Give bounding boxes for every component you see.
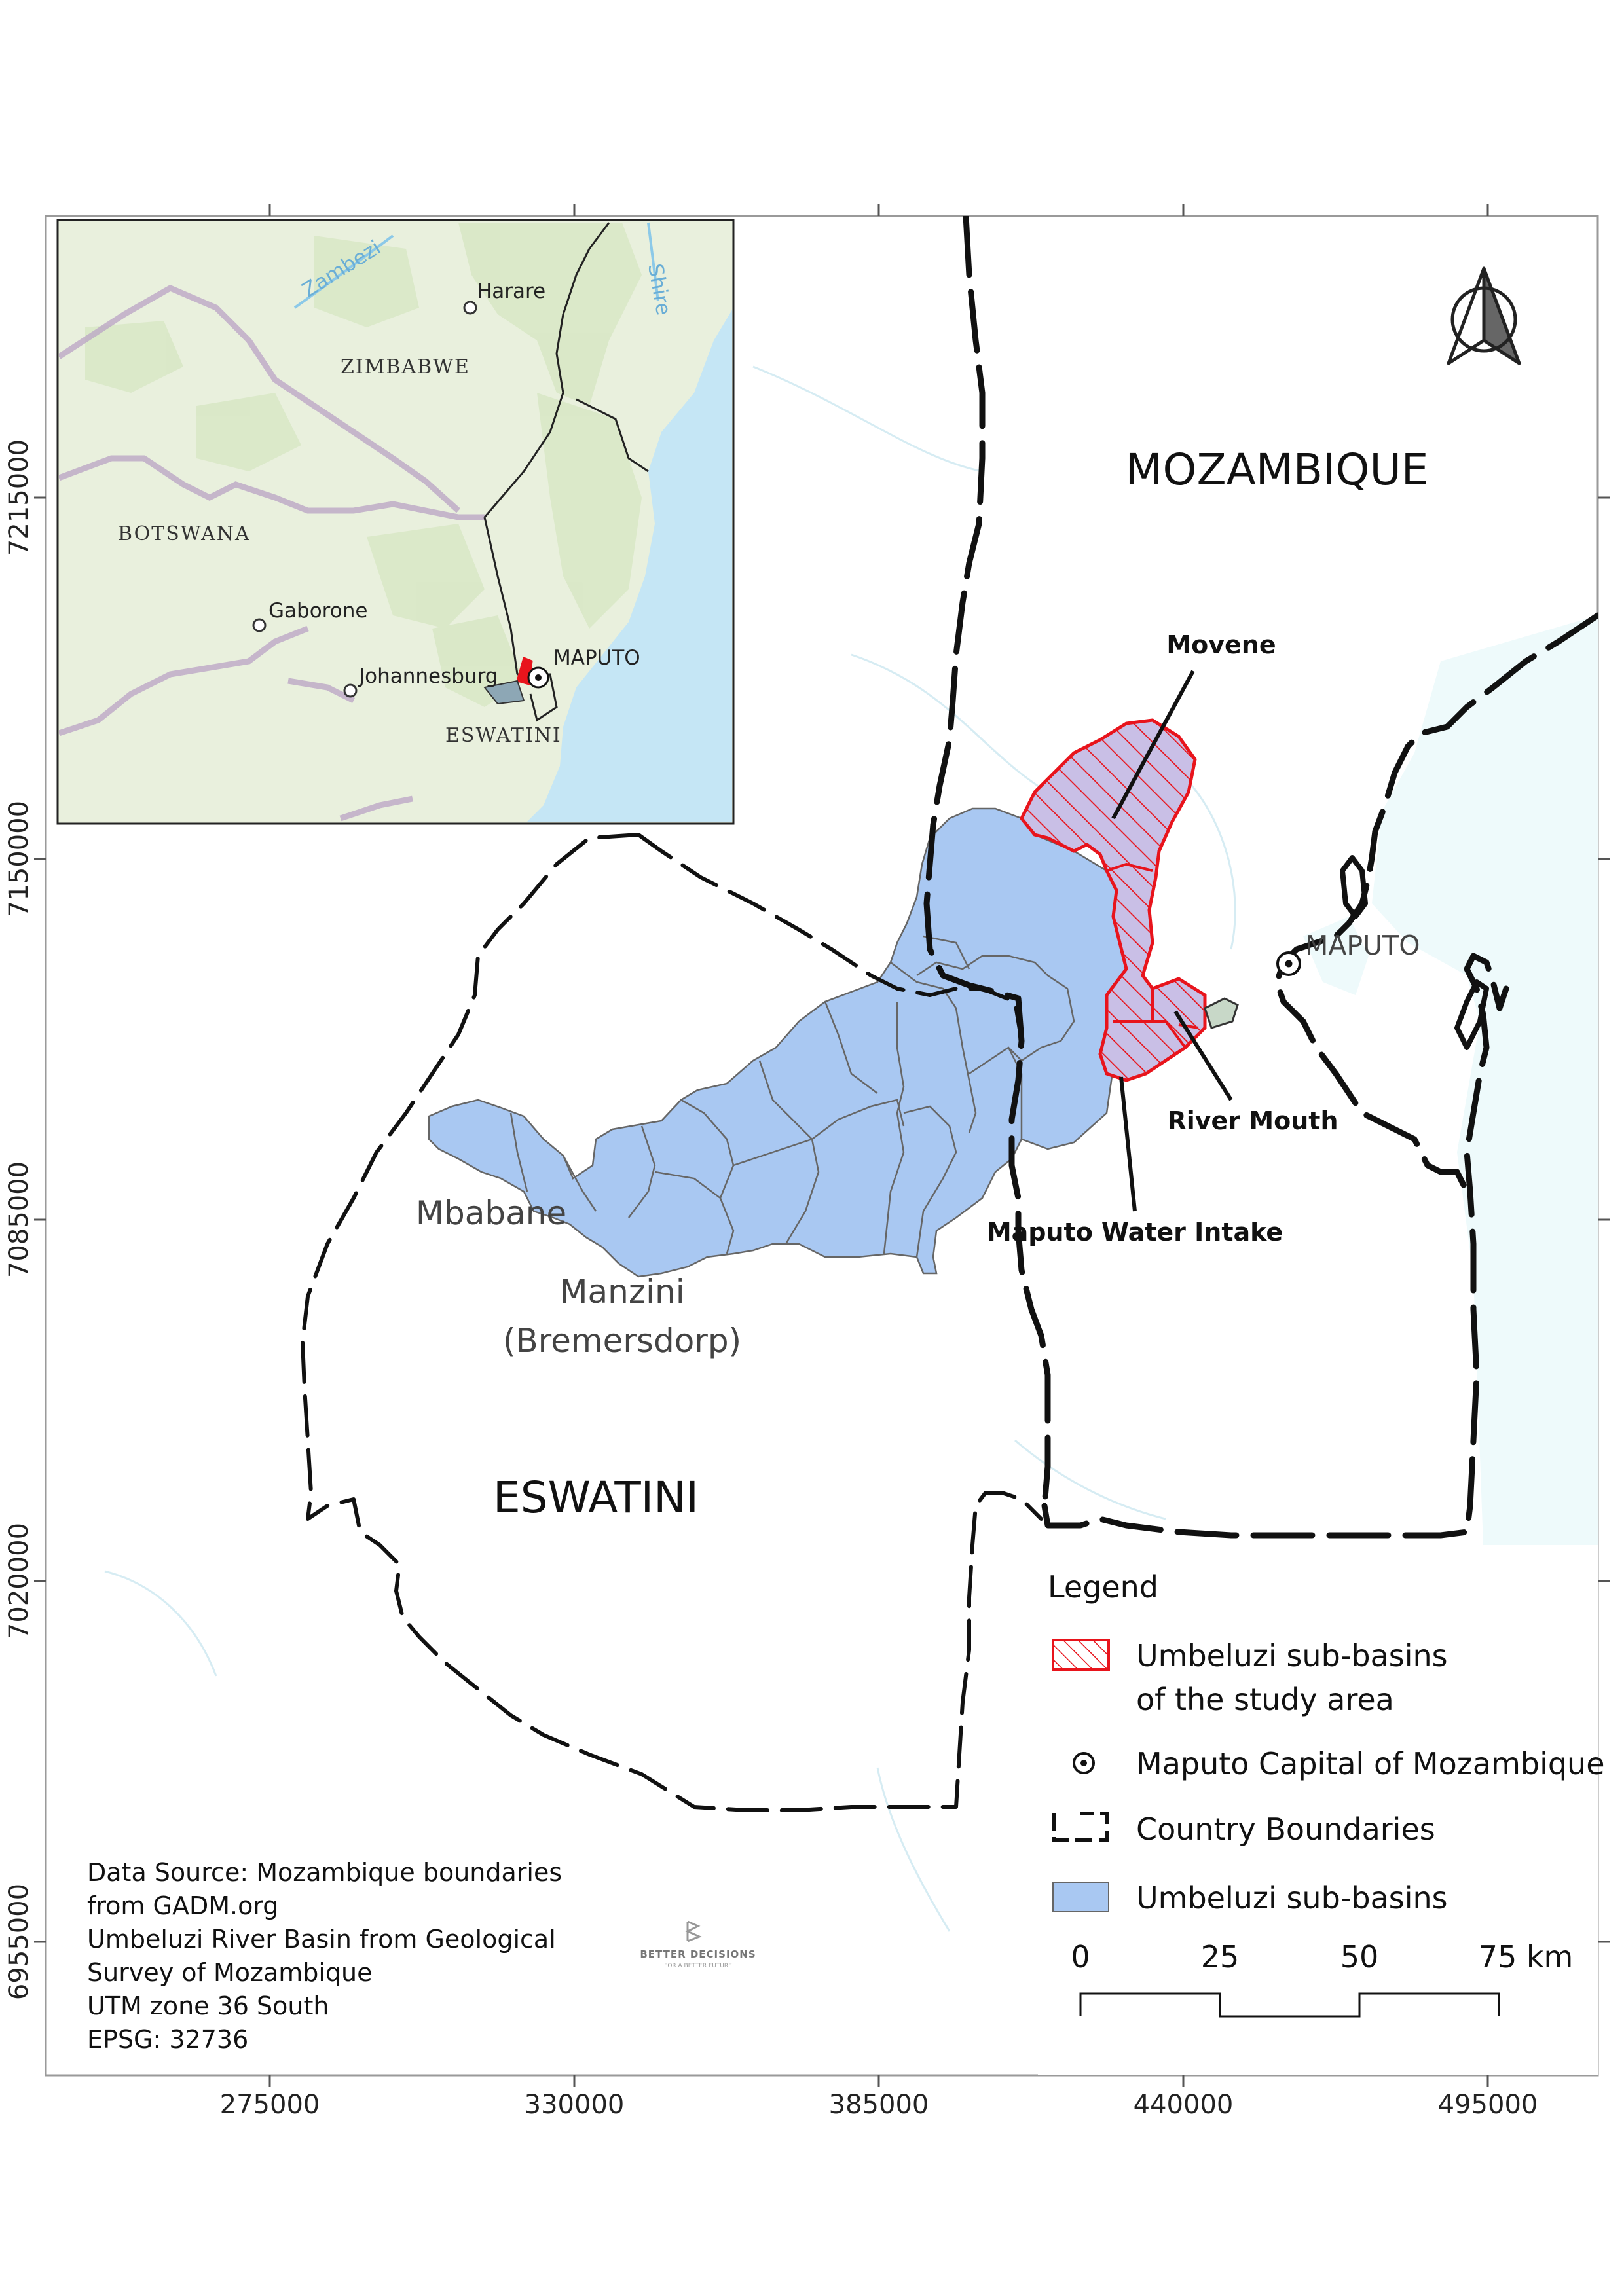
legend-title: Legend — [1048, 1569, 1158, 1605]
study-area-basins — [1020, 718, 1239, 1082]
mozambique-coastline — [1274, 612, 1598, 1188]
mozambique-west-boundary — [923, 216, 1051, 1509]
source-line: Umbeluzi River Basin from Geological — [87, 1925, 556, 1954]
logo-subtext: FOR A BETTER FUTURE — [664, 1963, 732, 1969]
country-boundaries — [301, 216, 1598, 1812]
inset-basin — [483, 680, 525, 705]
inset-vegetation — [85, 223, 642, 707]
inset-city-dot-gaborone — [252, 618, 267, 632]
city-label-maputo: MAPUTO — [1305, 930, 1420, 961]
scale-bar: 0 25 50 75 km — [1071, 1939, 1574, 2018]
city-label-manzini-alt: (Bremersdorp) — [503, 1322, 741, 1360]
axis-ticks — [34, 204, 1610, 2087]
scale-label: 25 — [1201, 1939, 1240, 1975]
legend-label-boundary: Country Boundaries — [1136, 1812, 1435, 1847]
inset-label-gaborone: Gaborone — [268, 599, 367, 623]
mozambique-south-boundary — [1041, 953, 1509, 1539]
x-tick-labels: 275000 330000 385000 440000 495000 — [220, 2090, 1538, 2120]
legend-label-basins: Umbeluzi sub-basins — [1136, 1880, 1448, 1916]
inset-borders-soft — [59, 284, 485, 822]
inset-label-botswana: BOTSWANA — [118, 522, 251, 545]
scale-label: 50 — [1340, 1939, 1379, 1975]
annotation-leaders — [1111, 670, 1233, 1212]
scale-label: 75 km — [1479, 1939, 1574, 1975]
estuary — [1204, 997, 1239, 1029]
annotation-river-mouth: River Mouth — [1168, 1106, 1338, 1135]
source-line: from GADM.org — [87, 1891, 278, 1920]
inset-label-johannesburg: Johannesburg — [358, 665, 498, 688]
inset-map: Harare ZIMBABWE BOTSWANA Gaborone Johann… — [56, 219, 735, 825]
sub-basin-divides — [509, 935, 1075, 1258]
legend-swatch-study-area — [1052, 1639, 1110, 1671]
source-line: UTM zone 36 South — [87, 1992, 329, 2020]
y-tick-label: 7085000 — [4, 1161, 34, 1278]
maputo-capital-marker — [1276, 951, 1301, 976]
source-line: Data Source: Mozambique boundaries — [87, 1858, 562, 1887]
y-tick-label: 7150000 — [4, 801, 34, 917]
inset-frame — [56, 219, 735, 825]
faint-rivers — [104, 365, 1236, 1932]
x-tick-label: 385000 — [829, 2090, 929, 2120]
city-label-mbabane: Mbabane — [416, 1194, 566, 1232]
data-source-note: Data Source: Mozambique boundaries from … — [87, 1858, 562, 2054]
y-tick-labels: 7215000 7150000 7085000 7020000 6955000 — [4, 439, 34, 2000]
country-label-eswatini: ESWATINI — [493, 1472, 699, 1523]
inset-label-eswatini: ESWATINI — [445, 724, 562, 747]
umbeluzi-basins — [428, 807, 1128, 1278]
movene-study-area — [1020, 718, 1207, 1082]
eswatini-boundary — [301, 833, 1043, 1812]
ocean-area — [1372, 615, 1598, 1545]
y-tick-label: 7215000 — [4, 439, 34, 556]
map-body — [104, 216, 1598, 1932]
inset-label-harare: Harare — [477, 280, 545, 303]
legend-swatch-boundary — [1052, 1812, 1109, 1842]
study-area-divides — [1106, 862, 1199, 1049]
x-tick-label: 495000 — [1438, 2090, 1538, 2120]
legend-swatch-basins — [1052, 1882, 1109, 1912]
logo-text: BETTER DECISIONS — [640, 1948, 756, 1960]
annotation-movene: Movene — [1166, 630, 1276, 659]
legend-label-study-area: Umbeluzi sub-basins — [1136, 1638, 1448, 1673]
annotation-water-intake: Maputo Water Intake — [987, 1218, 1283, 1247]
scale-label: 0 — [1071, 1939, 1090, 1975]
inset-label-zimbabwe: ZIMBABWE — [341, 355, 470, 378]
inhaca-island — [1340, 855, 1368, 919]
legend-swatch-capital-dot — [1080, 1760, 1087, 1766]
north-arrow-icon — [1447, 266, 1521, 365]
legend-label-capital: Maputo Capital of Mozambique — [1136, 1746, 1605, 1781]
x-tick-label: 330000 — [525, 2090, 625, 2120]
inset-label-maputo: MAPUTO — [553, 646, 640, 670]
country-label-mozambique: MOZAMBIQUE — [1126, 445, 1429, 495]
legend: Legend Umbeluzi sub-basins of the study … — [1038, 1545, 1605, 2075]
maputo-bay — [1303, 917, 1369, 995]
inset-city-dot-johannesburg — [343, 683, 358, 698]
legend-background — [1038, 1545, 1598, 2075]
inset-city-dot-harare — [463, 301, 477, 315]
y-tick-label: 6955000 — [4, 1884, 34, 2000]
inset-rivers — [293, 222, 659, 309]
y-tick-label: 7020000 — [4, 1523, 34, 1639]
x-tick-label: 275000 — [220, 2090, 320, 2120]
better-decisions-logo: BETTER DECISIONS FOR A BETTER FUTURE — [640, 1920, 756, 1969]
x-tick-label: 440000 — [1134, 2090, 1234, 2120]
source-line: EPSG: 32736 — [87, 2025, 248, 2054]
source-line: Survey of Mozambique — [87, 1958, 373, 1987]
inset-ocean — [526, 310, 732, 822]
inset-maputo-marker-dot — [535, 674, 542, 681]
city-label-manzini: Manzini — [559, 1273, 684, 1311]
legend-label-study-area-2: of the study area — [1136, 1682, 1394, 1717]
machangulo-peninsula — [1454, 979, 1489, 1050]
